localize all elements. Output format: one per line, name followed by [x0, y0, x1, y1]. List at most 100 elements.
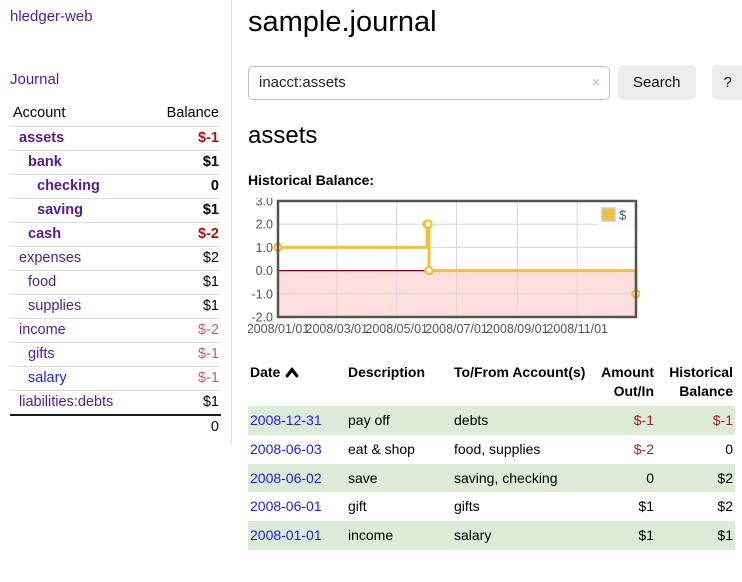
- svg-text:-2.0: -2.0: [251, 311, 273, 325]
- transaction-description: pay off: [346, 405, 452, 435]
- column-header-date[interactable]: Date: [248, 360, 346, 406]
- register-row: 2008-06-01 gift gifts $1 $2: [248, 492, 735, 521]
- transaction-amount: $-1: [592, 405, 656, 435]
- accounts-total-row: 0: [10, 414, 221, 439]
- account-link[interactable]: food: [28, 274, 57, 290]
- svg-text:2008/07/01: 2008/07/01: [425, 322, 488, 336]
- account-row: income $-2: [10, 318, 221, 343]
- svg-text:2008/09/01: 2008/09/01: [486, 322, 549, 336]
- account-heading: assets: [248, 122, 318, 149]
- transaction-amount: $-2: [633, 440, 654, 457]
- accounts-total-value: 0: [145, 414, 221, 439]
- account-link[interactable]: gifts: [28, 346, 55, 362]
- clear-search-icon[interactable]: ×: [591, 73, 600, 90]
- svg-text:2008/05/01: 2008/05/01: [365, 322, 428, 336]
- account-row: bank $1: [10, 150, 221, 175]
- transaction-accounts: debts: [452, 405, 592, 435]
- transaction-date-link[interactable]: 2008-12-31: [250, 411, 322, 428]
- account-balance: $-1: [145, 366, 221, 391]
- register-row: 2008-01-01 income salary $1 $1: [248, 521, 735, 551]
- register-row: 2008-12-31 pay off debts $-1 $-1: [248, 405, 735, 435]
- transaction-description: gift: [348, 498, 367, 515]
- account-row: cash $-2: [10, 222, 221, 247]
- column-header-description[interactable]: Description: [348, 364, 426, 380]
- svg-text:3.0: 3.0: [256, 198, 273, 209]
- search-input[interactable]: [248, 65, 610, 100]
- transaction-date-link[interactable]: 2008-01-01: [250, 527, 322, 544]
- svg-text:2008/01/01: 2008/01/01: [248, 322, 309, 336]
- account-link[interactable]: cash: [28, 226, 62, 242]
- account-link[interactable]: saving: [37, 202, 83, 218]
- balance-column-header: Balance: [166, 105, 219, 121]
- column-header-amount[interactable]: Amount Out/In: [601, 364, 654, 399]
- transaction-amount: 0: [592, 463, 656, 493]
- main-content: sample.journal × Search ? assets Histori…: [232, 0, 742, 551]
- account-balance: 0: [145, 174, 221, 199]
- help-button[interactable]: ?: [711, 65, 742, 100]
- svg-text:2008/03/01: 2008/03/01: [306, 322, 369, 336]
- transaction-balance: $2: [656, 463, 735, 493]
- svg-text:2008/11/01: 2008/11/01: [546, 322, 608, 336]
- account-link[interactable]: assets: [19, 130, 65, 146]
- transaction-accounts: food, supplies: [454, 440, 541, 457]
- account-balance: $-2: [145, 318, 221, 343]
- transaction-date-link[interactable]: 2008-06-02: [250, 469, 322, 486]
- account-balance: $1: [145, 150, 221, 175]
- balance-chart-svg: $3.0 2.0 1.0 0.0 -1.0 -2.02008/01/012008/03/0…: [247, 195, 641, 336]
- svg-text:0.0: 0.0: [256, 264, 273, 278]
- account-balance: $1: [145, 390, 221, 415]
- app-title-link[interactable]: hledger-web: [10, 8, 93, 25]
- account-balance: $-1: [145, 342, 221, 367]
- transaction-amount: $1: [638, 498, 654, 515]
- account-row: assets $-1: [10, 126, 221, 151]
- sidebar-item-journal[interactable]: Journal: [10, 71, 60, 88]
- transaction-description: eat & shop: [348, 440, 415, 457]
- register-header-row: Date Description To/From Account(s) Amou…: [248, 360, 735, 406]
- page-title: sample.journal: [248, 6, 437, 38]
- account-row: saving $1: [10, 198, 221, 223]
- account-row: liabilities:debts $1: [10, 390, 221, 415]
- transaction-date-link[interactable]: 2008-06-03: [250, 440, 322, 457]
- account-link[interactable]: checking: [37, 178, 100, 194]
- account-link[interactable]: liabilities:debts: [19, 394, 114, 410]
- account-row: salary $-1: [10, 366, 221, 391]
- chart-title: Historical Balance:: [248, 172, 375, 188]
- account-row: food $1: [10, 270, 221, 295]
- transaction-accounts: salary: [452, 521, 592, 551]
- account-balance: $2: [145, 246, 221, 271]
- svg-text:1.0: 1.0: [256, 241, 273, 255]
- transaction-date-link[interactable]: 2008-06-01: [250, 498, 322, 515]
- account-balance: $1: [145, 270, 221, 295]
- account-link[interactable]: bank: [28, 154, 62, 170]
- transaction-balance: $2: [717, 498, 733, 515]
- historical-balance-chart: $3.0 2.0 1.0 0.0 -1.0 -2.0 2008/01/01 2008/03/0…: [247, 195, 641, 344]
- account-balance: $-2: [145, 222, 221, 247]
- account-link[interactable]: income: [19, 322, 66, 338]
- register-row: 2008-06-03 eat & shop food, supplies $-2 0: [248, 435, 735, 464]
- account-link[interactable]: expenses: [19, 250, 82, 266]
- account-row: checking 0: [10, 174, 221, 199]
- sort-ascending-icon: [285, 364, 299, 383]
- account-row: gifts $-1: [10, 342, 221, 367]
- svg-text:2.0: 2.0: [256, 218, 273, 232]
- search-button[interactable]: Search: [618, 65, 696, 100]
- column-header-balance[interactable]: Historical Balance: [669, 364, 733, 399]
- svg-text:$: $: [619, 208, 627, 223]
- accounts-column-header: Account: [13, 105, 66, 121]
- transaction-description: save: [346, 463, 452, 493]
- transaction-accounts: gifts: [454, 498, 480, 515]
- column-header-accounts[interactable]: To/From Account(s): [454, 364, 586, 380]
- account-balance: $1: [145, 294, 221, 319]
- accounts-table: Account Balance assets $-1 bank $1 checking 0…: [10, 102, 221, 439]
- transaction-amount: $1: [592, 521, 656, 551]
- transaction-balance: 0: [725, 440, 733, 457]
- transaction-description: income: [346, 521, 452, 551]
- app-layout: hledger-web Journal Account Balance asse…: [0, 0, 742, 551]
- account-balance: $-1: [145, 126, 221, 151]
- sidebar: hledger-web Journal Account Balance asse…: [0, 0, 232, 445]
- register-table: Date Description To/From Account(s) Amou…: [248, 360, 735, 551]
- transaction-accounts: saving, checking: [452, 463, 592, 493]
- account-link[interactable]: salary: [28, 370, 67, 386]
- account-row: expenses $2: [10, 246, 221, 271]
- account-link[interactable]: supplies: [28, 298, 82, 314]
